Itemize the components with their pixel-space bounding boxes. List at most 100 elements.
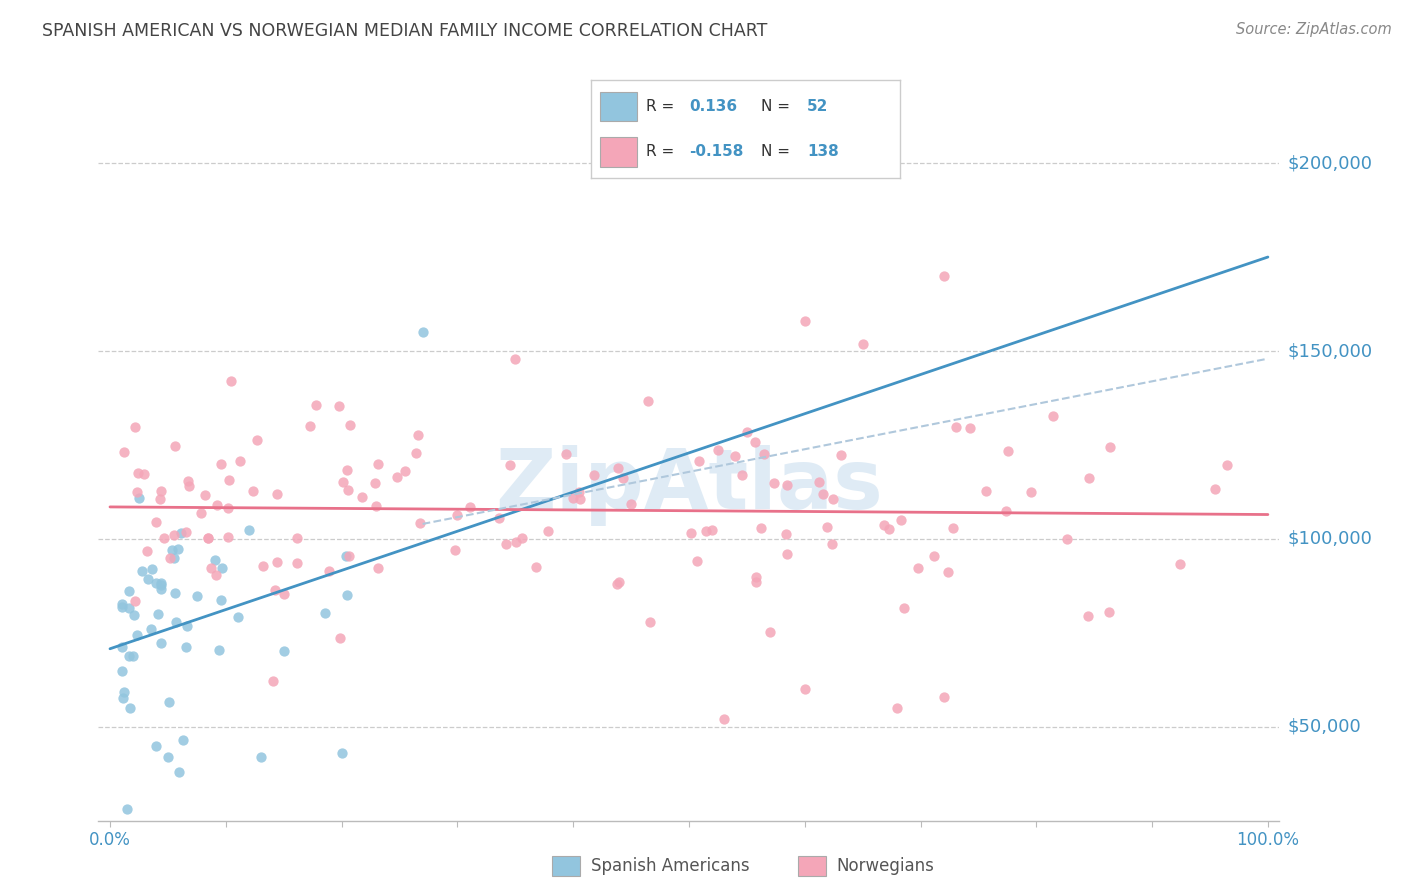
Point <box>167 542 190 557</box>
Point <box>959 421 981 435</box>
Point <box>263 673 285 688</box>
Point <box>813 487 835 501</box>
Text: Spanish Americans: Spanish Americans <box>591 857 749 875</box>
Point <box>176 619 198 633</box>
Point <box>366 499 388 513</box>
Point <box>537 524 560 538</box>
Point <box>1077 471 1099 485</box>
Text: Source: ZipAtlas.com: Source: ZipAtlas.com <box>1236 22 1392 37</box>
Text: $100,000: $100,000 <box>1288 530 1372 548</box>
Point <box>1099 441 1122 455</box>
Point <box>285 556 308 570</box>
Point <box>135 544 157 558</box>
Text: Norwegians: Norwegians <box>837 857 935 875</box>
Point <box>936 565 959 579</box>
Point <box>217 530 239 544</box>
Point <box>793 682 815 697</box>
Point <box>124 420 146 434</box>
Point <box>204 568 226 582</box>
Point <box>122 607 145 622</box>
Text: ZipAtlas: ZipAtlas <box>495 445 883 525</box>
Bar <box>600 137 637 167</box>
Point <box>145 576 167 591</box>
Point <box>499 458 522 472</box>
Point <box>731 467 754 482</box>
Point <box>165 615 187 629</box>
Text: N =: N = <box>761 145 794 160</box>
Point <box>1215 458 1237 473</box>
Point <box>163 527 186 541</box>
Point <box>405 445 427 459</box>
Point <box>110 640 132 654</box>
Point <box>1204 482 1226 496</box>
Point <box>823 491 845 506</box>
Point <box>190 506 212 520</box>
Point <box>1168 557 1191 571</box>
Point <box>385 470 408 484</box>
Point <box>893 601 915 615</box>
Point <box>942 521 965 535</box>
Point <box>149 491 172 506</box>
Point <box>131 564 153 578</box>
Point <box>335 549 357 564</box>
Point <box>495 536 517 550</box>
Point <box>150 582 173 596</box>
Point <box>122 649 145 664</box>
Point <box>568 484 591 499</box>
Point <box>226 609 249 624</box>
Point <box>132 467 155 481</box>
Point <box>907 561 929 575</box>
Point <box>110 600 132 615</box>
Point <box>606 460 628 475</box>
Point <box>125 627 148 641</box>
Point <box>681 526 703 541</box>
Point <box>156 749 179 764</box>
Text: $150,000: $150,000 <box>1288 343 1372 360</box>
Point <box>762 476 785 491</box>
Point <box>724 450 747 464</box>
Point <box>686 554 709 568</box>
Point <box>172 733 194 747</box>
Point <box>695 524 717 538</box>
Point <box>117 802 139 816</box>
Point <box>1019 484 1042 499</box>
Point <box>337 549 360 564</box>
Point <box>1098 606 1121 620</box>
Point <box>174 524 197 539</box>
Point <box>945 420 967 434</box>
Point <box>112 445 135 459</box>
Point <box>336 462 359 476</box>
Point <box>110 664 132 678</box>
Point <box>205 498 228 512</box>
Point <box>329 631 352 645</box>
Point <box>332 475 354 489</box>
Point <box>339 417 361 432</box>
Text: 52: 52 <box>807 99 828 114</box>
Point <box>127 485 149 500</box>
Point <box>744 574 766 589</box>
Point <box>169 764 191 779</box>
Point <box>153 531 176 545</box>
Text: $50,000: $50,000 <box>1288 718 1361 736</box>
Point <box>830 448 852 462</box>
Point <box>336 483 359 498</box>
Point <box>336 588 359 602</box>
Point <box>217 500 239 515</box>
Point <box>328 399 350 413</box>
Point <box>412 326 434 340</box>
Point <box>197 532 219 546</box>
Point <box>886 701 908 715</box>
Point <box>612 471 634 485</box>
Point <box>165 586 187 600</box>
Text: 0.136: 0.136 <box>689 99 738 114</box>
Point <box>932 690 955 704</box>
Point <box>638 615 661 629</box>
Point <box>211 561 233 575</box>
Point <box>252 559 274 574</box>
Point <box>997 444 1019 458</box>
Point <box>218 473 240 487</box>
Point <box>352 490 374 504</box>
Bar <box>797 856 827 876</box>
Point <box>273 587 295 601</box>
Point <box>127 466 149 480</box>
